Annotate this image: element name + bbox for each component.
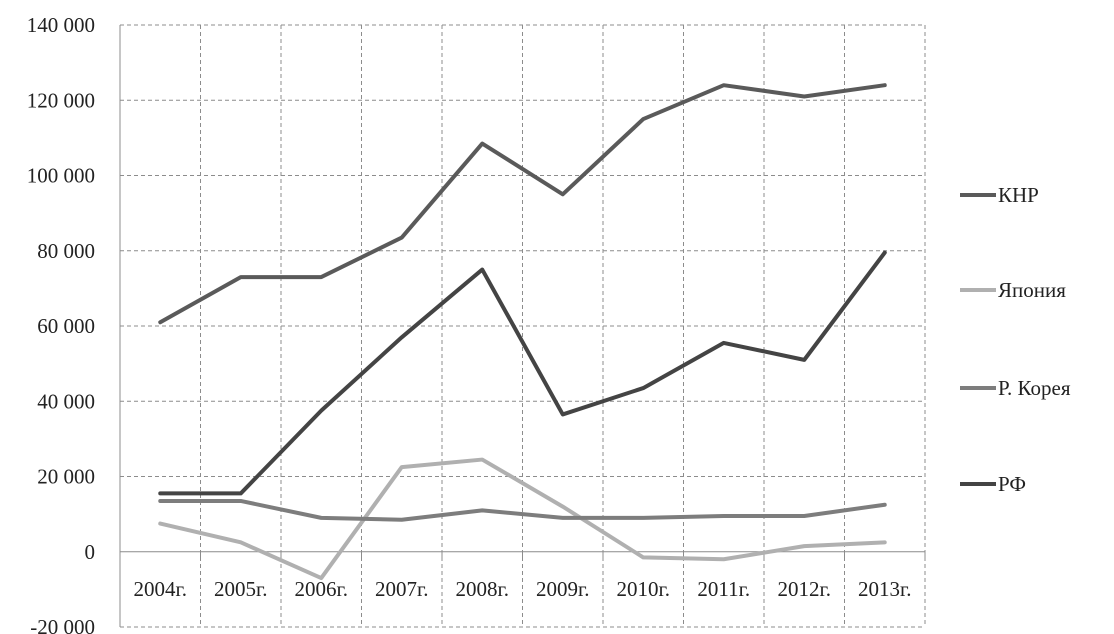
y-tick-label: 0 <box>85 540 96 564</box>
grid <box>119 24 926 628</box>
series-line-4 <box>158 250 887 496</box>
series-lines <box>158 83 887 581</box>
y-tick-label: 80 000 <box>37 239 95 263</box>
x-tick-label: 2004г. <box>134 577 188 601</box>
x-tick-label: 2006г. <box>295 577 349 601</box>
legend-label: Р. Корея <box>998 376 1071 400</box>
y-tick-label: 140 000 <box>27 13 95 37</box>
y-axis-tick-labels: -20 000 0 20 000 40 000 60 000 80 000 100 000 1… <box>27 13 95 634</box>
x-tick-label: 2013г. <box>858 577 912 601</box>
x-tick-label: 2011г. <box>697 577 750 601</box>
series-line-3 <box>158 498 887 522</box>
x-tick-label: 2012г. <box>778 577 832 601</box>
x-tick-label: 2007г. <box>375 577 429 601</box>
legend-label: КНР <box>998 183 1039 207</box>
x-tick-label: 2005г. <box>214 577 268 601</box>
y-tick-label: 20 000 <box>37 465 95 489</box>
x-tick-label: 2008г. <box>456 577 510 601</box>
series-line-1 <box>158 83 887 325</box>
legend-label: Япония <box>998 278 1066 302</box>
x-tick-label: 2009г. <box>536 577 590 601</box>
y-tick-label: 40 000 <box>37 389 95 413</box>
series-line-2 <box>158 457 887 581</box>
y-tick-label: 120 000 <box>27 88 95 112</box>
y-tick-label: 100 000 <box>27 164 95 188</box>
x-axis-tick-labels: 2004г. 2005г. 2006г. 2007г. 2008г. 2009г. 2010… <box>134 577 912 601</box>
y-tick-label: -20 000 <box>30 615 95 634</box>
y-tick-label: 60 000 <box>37 314 95 338</box>
legend: КНР Япония Р. Корея РФ <box>960 183 1071 496</box>
x-tick-label: 2010г. <box>617 577 671 601</box>
legend-label: РФ <box>998 472 1026 496</box>
